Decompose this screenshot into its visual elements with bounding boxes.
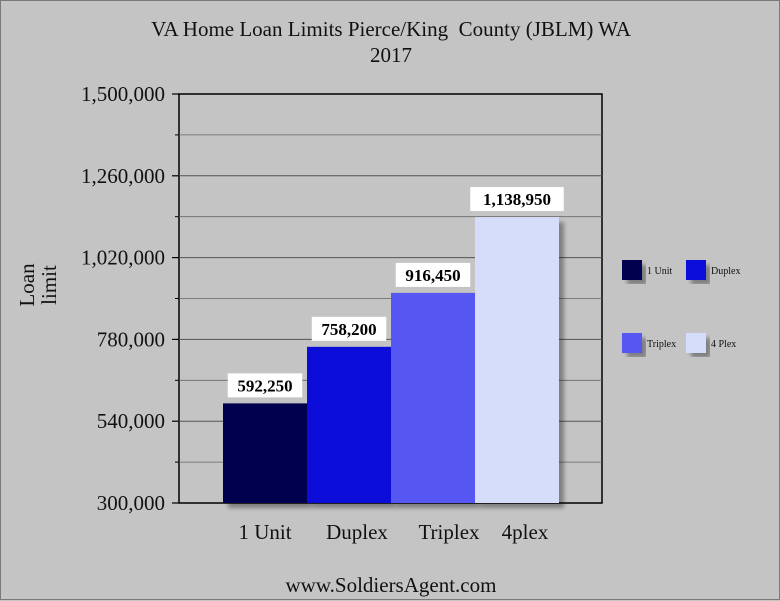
- x-axis-categories: 1 Unit Duplex Triplex 4plex: [238, 520, 548, 544]
- data-label: 758,200: [321, 320, 376, 339]
- data-label-box: [470, 187, 564, 212]
- y-tick-label: 300,000: [97, 491, 165, 515]
- data-label-box: [227, 373, 303, 398]
- legend-swatch: [686, 260, 706, 280]
- legend: 1 Unit Duplex Triplex 4 Plex: [622, 260, 740, 353]
- bars: [223, 217, 559, 504]
- legend-label: Triplex: [647, 339, 676, 350]
- y-tick-label: 1,260,000: [81, 164, 165, 188]
- bar-duplex: [307, 346, 391, 503]
- x-category-label: 1 Unit: [238, 520, 291, 544]
- x-category-label: 4plex: [502, 520, 549, 544]
- chart-subtitle: 2017: [370, 43, 412, 67]
- legend-label: 4 Plex: [711, 339, 736, 350]
- y-axis-label-line-2: limit: [37, 265, 61, 305]
- data-label-box: [395, 262, 471, 287]
- bar-1-unit: [223, 403, 307, 503]
- y-tick-label: 1,020,000: [81, 246, 165, 270]
- x-category-label: Triplex: [418, 520, 480, 544]
- legend-swatch: [622, 260, 642, 280]
- y-axis-ticks: 300,000 540,000 780,000 1,020,000 1,260,000 1…: [81, 82, 179, 515]
- y-tick-label: 540,000: [97, 409, 165, 433]
- y-axis-label-line-1: Loan: [15, 263, 39, 307]
- footer-url: www.SoldiersAgent.com: [286, 573, 497, 597]
- legend-label: Duplex: [711, 266, 740, 277]
- y-tick-label: 780,000: [97, 327, 165, 351]
- legend-swatch: [686, 333, 706, 353]
- legend-label: 1 Unit: [647, 266, 673, 277]
- data-label-box: [311, 316, 387, 341]
- data-label: 592,250: [237, 376, 292, 395]
- y-tick-label: 1,500,000: [81, 82, 165, 106]
- bar-triplex: [391, 292, 475, 503]
- chart-title: VA Home Loan Limits Pierce/King County (…: [151, 17, 632, 41]
- data-labels: 592,250 758,200 916,450 1,138,950: [227, 187, 564, 398]
- data-label: 1,138,950: [483, 190, 551, 209]
- data-label: 916,450: [405, 266, 460, 285]
- x-category-label: Duplex: [326, 520, 388, 544]
- bar-4plex: [475, 217, 559, 504]
- legend-swatch: [622, 333, 642, 353]
